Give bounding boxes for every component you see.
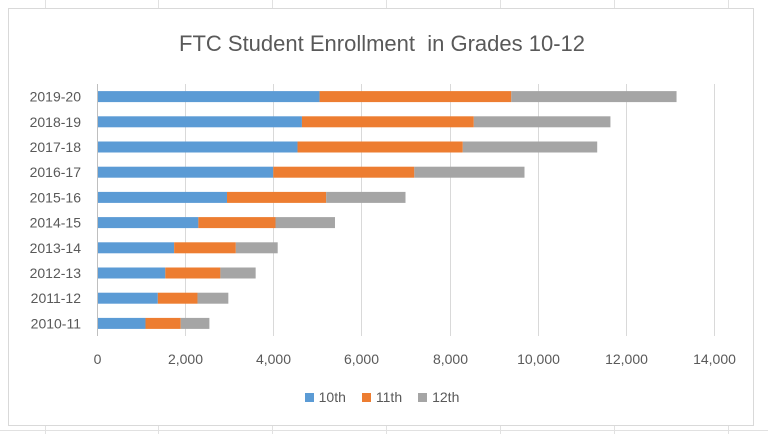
bar-11th [198, 217, 276, 229]
x-tick-label: 0 [94, 351, 102, 367]
y-tick-label: 2018-19 [30, 114, 82, 130]
bar-12th [275, 217, 335, 229]
bar-10th [97, 166, 274, 178]
bar-11th [273, 166, 415, 178]
bar-11th [227, 191, 327, 203]
bar-12th [414, 166, 525, 178]
bar-10th [97, 217, 199, 229]
y-tick-label: 2012-13 [30, 265, 82, 281]
y-tick-label: 2011-12 [31, 290, 82, 306]
legend-item: 12th [418, 389, 459, 405]
bar-12th [511, 91, 677, 103]
y-tick-label: 2016-17 [30, 164, 82, 180]
legend-label: 10th [318, 389, 346, 405]
bar-11th [297, 141, 463, 153]
legend-item: 11th [361, 389, 403, 405]
x-tick-label: 2,000 [168, 351, 203, 367]
bar-12th [326, 191, 406, 203]
x-tick-label: 4,000 [256, 351, 291, 367]
bar-10th [97, 267, 166, 279]
bar-12th [197, 292, 229, 304]
bar-12th [220, 267, 256, 279]
y-tick-label: 2015-16 [30, 189, 82, 205]
legend-label: 11th [375, 389, 403, 405]
chart-plot: 0 2,000 4,000 6,000 8,000 10,000 12,000 14,000 2… [30, 84, 736, 367]
bar-11th [165, 267, 221, 279]
chart-legend: 10th 11th 12th [9, 389, 755, 405]
legend-item: 10th [304, 389, 346, 405]
x-tick-label: 8,000 [433, 351, 468, 367]
bar-10th [97, 292, 158, 304]
bar-10th [97, 242, 175, 254]
bar-10th [97, 116, 302, 128]
bar-11th [301, 116, 474, 128]
x-tick-label: 6,000 [344, 351, 379, 367]
bar-12th [235, 242, 278, 254]
bar-11th [145, 317, 181, 329]
bar-10th [97, 141, 298, 153]
bar-11th [174, 242, 236, 254]
y-tick-label: 2019-20 [30, 89, 82, 105]
bar-10th [97, 317, 146, 329]
bar-10th [97, 91, 320, 103]
y-tick-label: 2013-14 [30, 240, 82, 256]
x-tick-label: 12,000 [605, 351, 648, 367]
x-tick-label: 14,000 [693, 351, 736, 367]
chart-title: FTC Student Enrollment in Grades 10-12 [179, 31, 585, 56]
legend-swatch [361, 392, 371, 402]
bar-11th [319, 91, 512, 103]
legend-swatch [418, 392, 428, 402]
bar-11th [157, 292, 198, 304]
bar-12th [180, 317, 210, 329]
x-tick-label: 10,000 [517, 351, 560, 367]
legend-label: 12th [432, 389, 460, 405]
bar-12th [462, 141, 598, 153]
y-tick-label: 2010-11 [31, 315, 82, 331]
bar-12th [473, 116, 611, 128]
y-tick-label: 2017-18 [30, 139, 82, 155]
chart-area[interactable]: FTC Student Enrollment in Grades 10-12 0… [8, 8, 754, 426]
legend-swatch [304, 392, 314, 402]
bar-10th [97, 191, 228, 203]
y-tick-label: 2014-15 [30, 215, 82, 231]
